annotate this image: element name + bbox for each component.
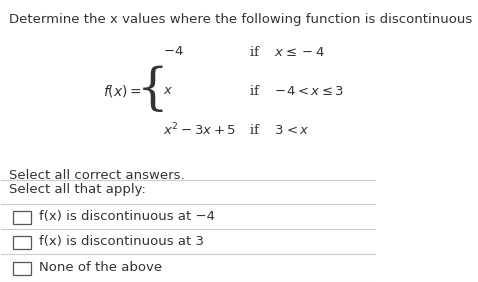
Text: if    $3 < x$: if $3 < x$ xyxy=(249,123,310,137)
Text: $x$: $x$ xyxy=(163,84,173,97)
Text: if    $x \leq -4$: if $x \leq -4$ xyxy=(249,45,325,59)
Text: $-4$: $-4$ xyxy=(163,45,184,58)
Text: $f(x) =$: $f(x) =$ xyxy=(103,83,141,99)
FancyBboxPatch shape xyxy=(12,211,31,224)
Text: if    $-4 < x \leq 3$: if $-4 < x \leq 3$ xyxy=(249,84,344,98)
Text: $x^2 - 3x + 5$: $x^2 - 3x + 5$ xyxy=(163,122,236,138)
Text: Select all that apply:: Select all that apply: xyxy=(9,183,146,196)
Text: Determine the x values where the following function is discontinuous: Determine the x values where the followi… xyxy=(9,13,472,26)
Text: {: { xyxy=(136,66,168,115)
Text: f(x) is discontinuous at −4: f(x) is discontinuous at −4 xyxy=(39,210,215,223)
Text: Select all correct answers.: Select all correct answers. xyxy=(9,169,185,182)
Text: None of the above: None of the above xyxy=(39,261,162,274)
FancyBboxPatch shape xyxy=(12,262,31,275)
Text: f(x) is discontinuous at 3: f(x) is discontinuous at 3 xyxy=(39,235,204,248)
FancyBboxPatch shape xyxy=(12,236,31,249)
